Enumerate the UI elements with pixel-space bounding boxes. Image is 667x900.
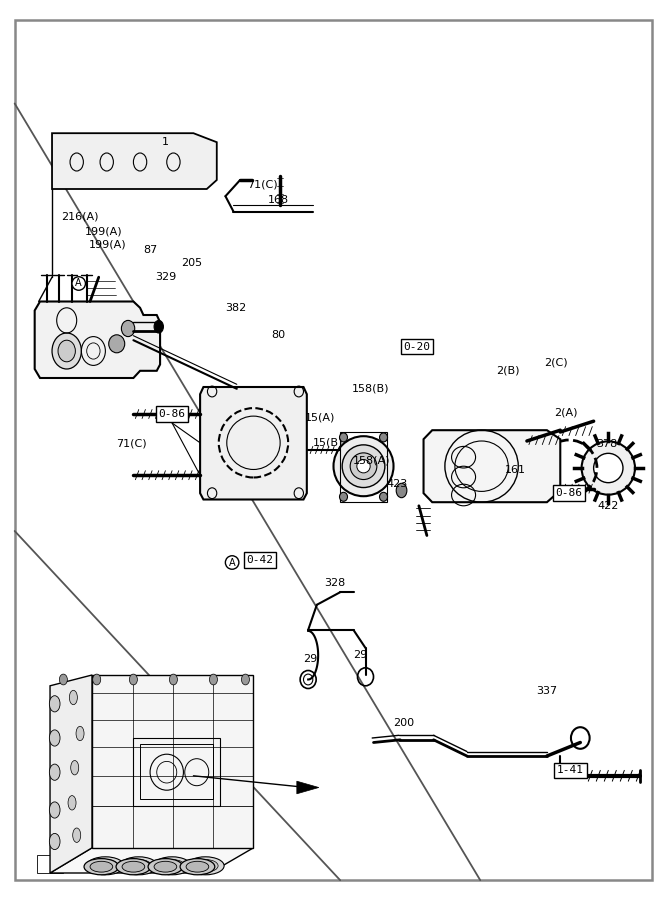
Ellipse shape <box>350 453 377 480</box>
Polygon shape <box>92 675 253 848</box>
Text: A: A <box>229 557 235 568</box>
Text: 205: 205 <box>181 257 203 268</box>
Ellipse shape <box>342 445 385 488</box>
Text: 71(C): 71(C) <box>116 438 147 449</box>
Ellipse shape <box>122 861 145 872</box>
Text: 423: 423 <box>386 479 408 490</box>
Polygon shape <box>52 133 217 189</box>
Ellipse shape <box>153 857 191 875</box>
Text: 0-86: 0-86 <box>159 409 185 419</box>
Polygon shape <box>50 848 253 873</box>
Ellipse shape <box>334 436 394 496</box>
Text: 168: 168 <box>268 194 289 205</box>
Text: 328: 328 <box>324 578 346 589</box>
Ellipse shape <box>71 760 79 775</box>
Ellipse shape <box>109 335 125 353</box>
Ellipse shape <box>87 857 124 875</box>
Ellipse shape <box>154 861 177 872</box>
Ellipse shape <box>159 860 185 872</box>
Text: 0-86: 0-86 <box>556 488 582 499</box>
Text: 1-41: 1-41 <box>557 765 584 776</box>
Text: 216(A): 216(A) <box>61 212 99 222</box>
Ellipse shape <box>340 433 348 442</box>
Ellipse shape <box>396 483 407 498</box>
Ellipse shape <box>241 674 249 685</box>
Ellipse shape <box>116 859 151 875</box>
Ellipse shape <box>154 320 163 333</box>
Ellipse shape <box>90 861 113 872</box>
Ellipse shape <box>76 726 84 741</box>
Text: 80: 80 <box>271 329 286 340</box>
Ellipse shape <box>120 857 157 875</box>
Ellipse shape <box>93 674 101 685</box>
Ellipse shape <box>49 730 60 746</box>
Text: 422: 422 <box>598 500 619 511</box>
Text: 158(A): 158(A) <box>353 455 390 466</box>
Ellipse shape <box>380 433 388 442</box>
Ellipse shape <box>169 674 177 685</box>
Ellipse shape <box>180 859 215 875</box>
Ellipse shape <box>73 828 81 842</box>
Text: 199(A): 199(A) <box>89 239 127 250</box>
Text: 0-42: 0-42 <box>247 554 273 565</box>
Ellipse shape <box>582 441 635 495</box>
Text: 378: 378 <box>596 438 618 449</box>
Text: 29: 29 <box>353 650 368 661</box>
Text: 382: 382 <box>225 302 246 313</box>
Text: 158(B): 158(B) <box>352 383 389 394</box>
Text: 2(A): 2(A) <box>554 407 578 418</box>
Ellipse shape <box>129 674 137 685</box>
Text: 2(C): 2(C) <box>544 357 568 368</box>
Ellipse shape <box>594 454 623 482</box>
Ellipse shape <box>49 696 60 712</box>
Text: 329: 329 <box>155 272 176 283</box>
Text: 15(B): 15(B) <box>313 437 344 448</box>
Text: A: A <box>75 278 82 289</box>
Text: 2(B): 2(B) <box>496 365 520 376</box>
Ellipse shape <box>68 796 76 810</box>
Ellipse shape <box>49 802 60 818</box>
Text: 15(A): 15(A) <box>305 412 336 423</box>
Text: 87: 87 <box>143 245 157 256</box>
Ellipse shape <box>52 333 81 369</box>
Text: 200: 200 <box>393 717 414 728</box>
Ellipse shape <box>209 674 217 685</box>
Ellipse shape <box>49 833 60 850</box>
Ellipse shape <box>69 690 77 705</box>
Ellipse shape <box>340 492 348 501</box>
Ellipse shape <box>93 860 118 872</box>
Polygon shape <box>297 781 319 794</box>
Ellipse shape <box>84 859 119 875</box>
Text: 29: 29 <box>303 653 317 664</box>
Polygon shape <box>424 430 560 502</box>
Ellipse shape <box>186 861 209 872</box>
Ellipse shape <box>357 460 370 473</box>
Polygon shape <box>50 675 92 873</box>
Ellipse shape <box>193 860 218 872</box>
Polygon shape <box>200 387 307 500</box>
Text: 0-20: 0-20 <box>404 341 430 352</box>
Text: 199(A): 199(A) <box>85 226 122 237</box>
Ellipse shape <box>380 492 388 501</box>
Text: 161: 161 <box>504 464 526 475</box>
Ellipse shape <box>58 340 75 362</box>
Ellipse shape <box>49 764 60 780</box>
Text: 71(C): 71(C) <box>247 179 277 190</box>
Polygon shape <box>35 302 160 378</box>
Text: 337: 337 <box>536 686 558 697</box>
Ellipse shape <box>121 320 135 337</box>
Ellipse shape <box>148 859 183 875</box>
Ellipse shape <box>59 674 67 685</box>
Ellipse shape <box>187 857 224 875</box>
Ellipse shape <box>126 860 151 872</box>
Text: 1: 1 <box>162 137 169 148</box>
